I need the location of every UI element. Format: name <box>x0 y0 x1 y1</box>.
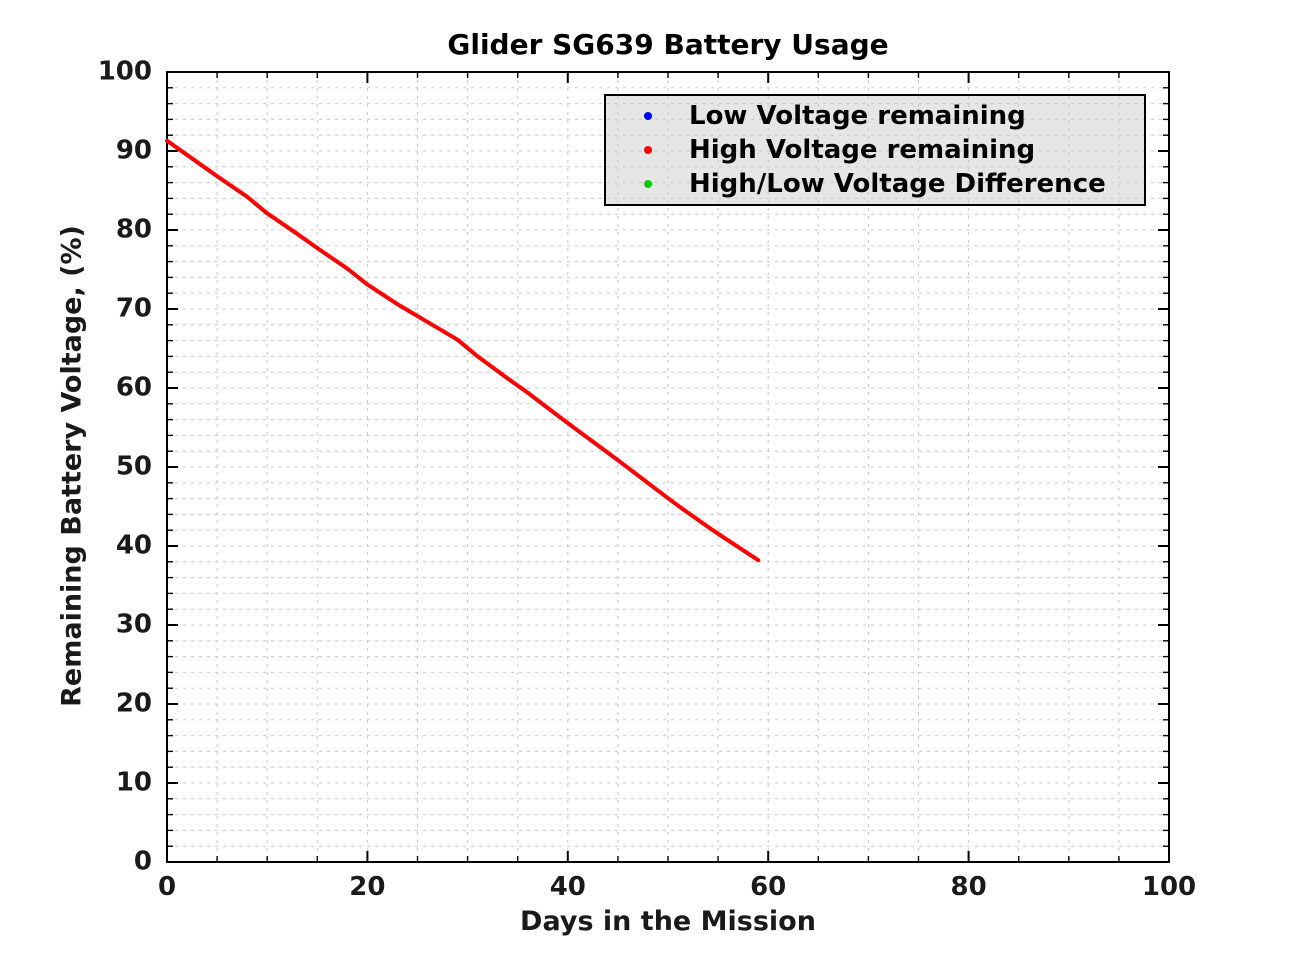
y-tick-label: 10 <box>115 767 152 798</box>
legend-entry-label: High/Low Voltage Difference <box>689 169 1106 199</box>
legend-marker-high-voltage-icon <box>644 146 652 154</box>
x-tick-label: 20 <box>349 872 386 902</box>
y-tick-label: 90 <box>115 135 152 166</box>
x-tick-label: 60 <box>750 872 787 902</box>
x-tick-label: 100 <box>1141 872 1197 902</box>
y-tick-label: 100 <box>97 56 152 87</box>
legend-marker-low-voltage-icon <box>644 112 652 120</box>
y-tick-label: 40 <box>115 530 152 561</box>
legend-entry-low-voltage: Low Voltage remaining <box>606 99 1144 133</box>
y-axis-label: Remaining Battery Voltage, (%) <box>56 225 88 707</box>
legend-entry-voltage-difference: High/Low Voltage Difference <box>606 167 1144 201</box>
legend-marker-voltage-difference-icon <box>644 180 652 188</box>
y-tick-label: 60 <box>115 372 152 403</box>
legend-entry-label: High Voltage remaining <box>689 135 1036 165</box>
x-axis-label: Days in the Mission <box>520 906 816 937</box>
legend-entry-high-voltage: High Voltage remaining <box>606 133 1144 167</box>
y-tick-label: 70 <box>115 293 152 324</box>
y-tick-label: 30 <box>115 609 152 640</box>
legend-entry-label: Low Voltage remaining <box>689 101 1026 131</box>
chart-title: Glider SG639 Battery Usage <box>447 28 889 61</box>
x-tick-label: 40 <box>549 872 586 902</box>
y-tick-label: 50 <box>115 451 152 482</box>
legend: Low Voltage remaining High Voltage remai… <box>604 94 1146 206</box>
y-tick-label: 0 <box>133 846 152 877</box>
y-tick-label: 20 <box>115 688 152 719</box>
x-tick-label: 0 <box>157 872 177 902</box>
y-tick-label: 80 <box>115 214 152 245</box>
series-line-high-voltage-remaining <box>165 138 761 563</box>
x-tick-label: 80 <box>950 872 987 902</box>
